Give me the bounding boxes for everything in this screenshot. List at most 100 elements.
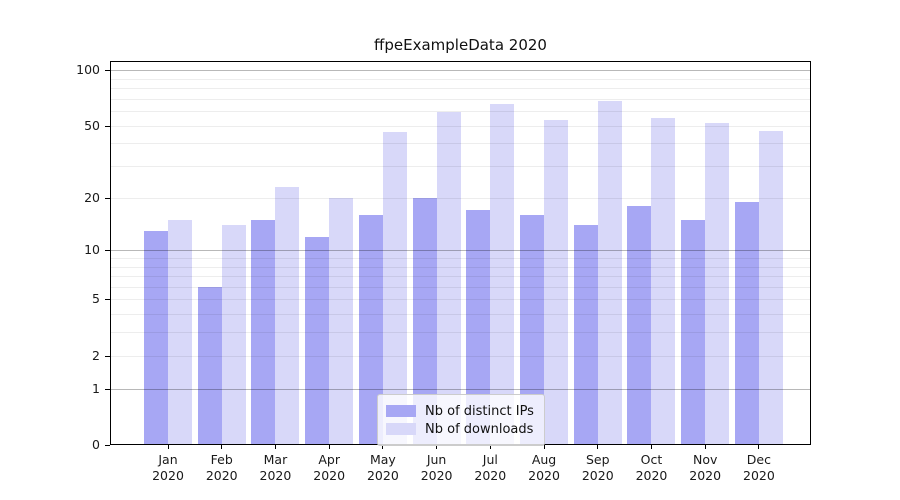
x-tick-month-mar: Mar	[263, 452, 288, 467]
bar-nb-of-downloads-apr	[329, 197, 354, 444]
x-tick-month-aug: Aug	[531, 452, 557, 467]
x-tick-apr	[328, 445, 330, 449]
x-tick-label-oct: Oct 2020	[623, 452, 679, 484]
x-tick-jul	[489, 445, 491, 449]
gridline-80	[111, 88, 810, 90]
legend-label-downloads: Nb of downloads	[425, 421, 534, 437]
x-tick-month-jul: Jul	[482, 452, 498, 467]
x-tick-label-may: May 2020	[355, 452, 411, 484]
legend: Nb of distinct IPs Nb of downloads	[377, 394, 545, 446]
x-tick-nov	[704, 445, 706, 449]
x-tick-label-sep: Sep 2020	[570, 452, 626, 484]
gridline-1	[111, 388, 810, 390]
bar-nb-of-downloads-jan	[168, 219, 192, 444]
x-tick-aug	[543, 445, 545, 449]
bar-nb-of-distinct-ips-apr	[305, 236, 330, 444]
x-tick-month-dec: Dec	[746, 452, 771, 467]
y-tick-2	[105, 356, 110, 357]
gridline-8	[111, 266, 810, 268]
legend-swatch-downloads	[386, 423, 416, 435]
bar-nb-of-downloads-mar	[275, 186, 300, 444]
legend-entry-downloads: Nb of downloads	[386, 421, 534, 437]
gridline-40	[111, 143, 810, 145]
x-tick-label-jan: Jan 2020	[140, 452, 196, 484]
bar-nb-of-distinct-ips-jan	[144, 230, 168, 444]
y-tick-0	[105, 445, 110, 446]
legend-swatch-distinct-ips	[386, 405, 416, 417]
x-tick-label-mar: Mar 2020	[247, 452, 303, 484]
gridline-20	[111, 197, 810, 199]
x-tick-jun	[436, 445, 438, 449]
y-tick-label-20: 20	[84, 190, 100, 205]
x-tick-may	[382, 445, 384, 449]
bar-nb-of-downloads-dec	[758, 130, 783, 444]
x-tick-year-dec: 2020	[743, 468, 775, 483]
x-tick-label-feb: Feb 2020	[194, 452, 250, 484]
x-tick-year-apr: 2020	[313, 468, 346, 483]
gridline-5	[111, 299, 810, 301]
gridline-9	[111, 258, 810, 259]
bar-nb-of-downloads-nov	[705, 122, 730, 444]
x-tick-mar	[274, 445, 276, 449]
y-tick-100	[105, 70, 110, 71]
x-tick-year-jan: 2020	[152, 468, 184, 483]
x-tick-month-feb: Feb	[210, 452, 233, 467]
x-tick-label-dec: Dec 2020	[731, 452, 787, 484]
x-tick-label-apr: Apr 2020	[301, 452, 357, 484]
gridline-100	[111, 70, 810, 72]
gridline-70	[111, 98, 810, 100]
y-tick-label-2: 2	[92, 348, 100, 363]
gridline-30	[111, 166, 810, 168]
bar-nb-of-distinct-ips-nov	[681, 219, 706, 444]
y-tick-10	[105, 250, 110, 251]
x-tick-year-oct: 2020	[635, 468, 668, 483]
x-tick-feb	[221, 445, 223, 449]
y-tick-50	[105, 126, 110, 127]
x-tick-year-feb: 2020	[205, 468, 238, 483]
gridline-4	[111, 314, 810, 316]
bar-nb-of-distinct-ips-sep	[573, 225, 598, 444]
bar-nb-of-downloads-jun	[436, 112, 461, 444]
x-tick-month-jan: Jan	[158, 452, 178, 467]
x-tick-year-jun: 2020	[420, 468, 453, 483]
bar-nb-of-downloads-sep	[597, 101, 622, 444]
y-tick-label-50: 50	[84, 118, 100, 133]
x-tick-label-jun: Jun 2020	[409, 452, 465, 484]
grid-layer	[111, 62, 810, 444]
x-tick-year-may: 2020	[366, 468, 399, 483]
x-tick-month-nov: Nov	[692, 452, 718, 467]
x-tick-dec	[758, 445, 760, 449]
legend-label-distinct-ips: Nb of distinct IPs	[425, 403, 534, 419]
y-tick-label-0: 0	[92, 437, 100, 452]
gridline-50	[111, 125, 810, 127]
y-tick-20	[105, 198, 110, 199]
x-tick-month-sep: Sep	[585, 452, 610, 467]
x-tick-year-nov: 2020	[689, 468, 722, 483]
bar-nb-of-distinct-ips-mar	[251, 219, 276, 444]
x-tick-month-apr: Apr	[318, 452, 340, 467]
bar-nb-of-downloads-feb	[221, 225, 246, 444]
x-tick-sep	[597, 445, 599, 449]
gridline-7	[111, 276, 810, 278]
plot-area	[110, 61, 811, 445]
bar-nb-of-downloads-may	[382, 132, 407, 444]
y-tick-label-10: 10	[84, 242, 100, 257]
y-tick-label-100: 100	[76, 62, 100, 77]
x-tick-jan	[167, 445, 169, 449]
x-tick-oct	[650, 445, 652, 449]
x-tick-label-jul: Jul 2020	[462, 452, 518, 484]
x-tick-year-jul: 2020	[474, 468, 507, 483]
legend-entry-distinct-ips: Nb of distinct IPs	[386, 403, 534, 419]
x-tick-label-aug: Aug 2020	[516, 452, 572, 484]
gridline-90	[111, 78, 810, 80]
bar-nb-of-downloads-aug	[544, 119, 569, 444]
gridline-2	[111, 355, 810, 357]
bar-nb-of-distinct-ips-feb	[197, 286, 222, 444]
gridline-60	[111, 111, 810, 113]
bar-nb-of-distinct-ips-oct	[627, 205, 652, 444]
bar-nb-of-downloads-jul	[490, 103, 515, 444]
gridline-6	[111, 286, 810, 288]
x-tick-year-sep: 2020	[581, 468, 614, 483]
bar-nb-of-downloads-oct	[651, 118, 676, 444]
